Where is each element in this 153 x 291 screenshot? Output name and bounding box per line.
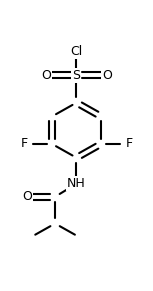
Text: NH: NH [67, 177, 86, 190]
Text: O: O [23, 190, 32, 203]
Text: O: O [41, 69, 51, 81]
Text: Cl: Cl [70, 45, 83, 58]
Text: S: S [73, 69, 80, 81]
Text: F: F [20, 137, 28, 150]
Text: O: O [102, 69, 112, 81]
Text: F: F [125, 137, 133, 150]
